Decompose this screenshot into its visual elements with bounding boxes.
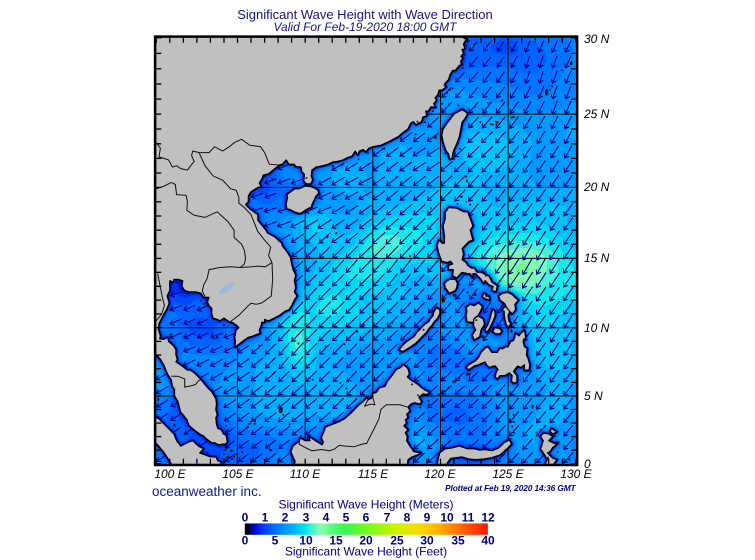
svg-text:120 E: 120 E: [424, 467, 456, 481]
svg-text:35: 35: [451, 534, 465, 548]
svg-text:5 N: 5 N: [584, 389, 603, 403]
svg-text:10 N: 10 N: [584, 321, 610, 335]
svg-text:15: 15: [329, 534, 343, 548]
svg-text:100 E: 100 E: [154, 467, 186, 481]
svg-text:7: 7: [384, 511, 391, 525]
svg-text:2: 2: [282, 511, 289, 525]
svg-text:10: 10: [299, 534, 313, 548]
svg-text:25 N: 25 N: [583, 107, 610, 121]
svg-text:25: 25: [390, 534, 404, 548]
svg-text:40: 40: [481, 534, 495, 548]
svg-text:1: 1: [262, 511, 269, 525]
svg-text:130 E: 130 E: [560, 467, 592, 481]
svg-text:30: 30: [420, 534, 434, 548]
svg-text:20 N: 20 N: [583, 180, 610, 194]
svg-text:110 E: 110 E: [290, 467, 321, 481]
svg-text:0: 0: [242, 511, 249, 525]
svg-text:5: 5: [343, 511, 350, 525]
svg-text:5: 5: [272, 534, 279, 548]
svg-text:9: 9: [424, 511, 431, 525]
svg-text:Valid For Feb-19-2020 18:00 GM: Valid For Feb-19-2020 18:00 GMT: [274, 20, 459, 34]
svg-text:12: 12: [481, 511, 495, 525]
svg-text:Plotted at Feb 19, 2020 14:36: Plotted at Feb 19, 2020 14:36 GMT: [445, 483, 576, 493]
svg-text:15 N: 15 N: [584, 251, 610, 265]
svg-text:20: 20: [359, 534, 373, 548]
svg-text:Significant Wave Height with W: Significant Wave Height with Wave Direct…: [237, 7, 493, 22]
svg-text:0: 0: [584, 457, 591, 471]
svg-text:4: 4: [323, 511, 330, 525]
svg-text:11: 11: [462, 511, 475, 525]
svg-text:oceanweather inc.: oceanweather inc.: [152, 484, 262, 499]
svg-text:30 N: 30 N: [584, 32, 610, 46]
svg-text:0: 0: [242, 534, 249, 548]
svg-text:105 E: 105 E: [222, 467, 254, 481]
svg-text:10: 10: [440, 511, 454, 525]
svg-text:115 E: 115 E: [358, 467, 389, 481]
svg-text:3: 3: [303, 511, 310, 525]
svg-text:8: 8: [404, 511, 411, 525]
svg-text:Significant Wave Height (Feet): Significant Wave Height (Feet): [285, 545, 447, 559]
svg-text:125 E: 125 E: [492, 467, 524, 481]
svg-text:6: 6: [363, 511, 370, 525]
svg-text:Significant Wave Height (Meter: Significant Wave Height (Meters): [279, 498, 454, 512]
